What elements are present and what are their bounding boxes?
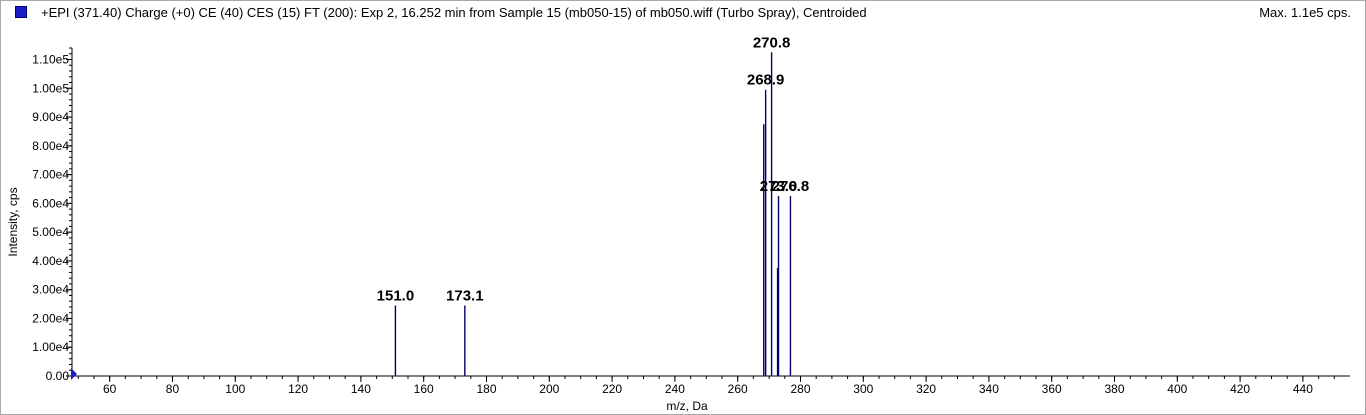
- x-tick-label: 100: [225, 382, 245, 396]
- y-axis-title: Intensity, cps: [6, 187, 20, 256]
- peak-label: 268.9: [747, 72, 785, 89]
- peak-label: 273.0: [760, 178, 798, 195]
- y-tick-label: 8.00e4: [32, 139, 69, 153]
- y-tick-label: 9.00e4: [32, 110, 69, 124]
- y-tick-label: 2.00e4: [32, 311, 69, 325]
- x-tick-label: 200: [539, 382, 559, 396]
- origin-marker-icon[interactable]: [71, 368, 77, 380]
- x-tick-label: 60: [103, 382, 117, 396]
- x-tick-label: 380: [1104, 382, 1124, 396]
- x-tick-label: 420: [1230, 382, 1250, 396]
- x-tick-label: 80: [166, 382, 180, 396]
- legend-swatch[interactable]: [15, 6, 27, 18]
- y-tick-label: 1.00e5: [32, 81, 69, 95]
- x-tick-label: 440: [1293, 382, 1313, 396]
- peak-label: 276.8: [772, 178, 810, 195]
- y-tick-label: 5.00e4: [32, 225, 69, 239]
- x-tick-label: 260: [728, 382, 748, 396]
- y-tick-label: 4.00e4: [32, 254, 69, 268]
- x-tick-label: 180: [476, 382, 496, 396]
- y-tick-label: 1.00e4: [32, 340, 69, 354]
- x-tick-label: 300: [853, 382, 873, 396]
- x-tick-label: 120: [288, 382, 308, 396]
- x-tick-label: 240: [665, 382, 685, 396]
- x-axis-title: m/z, Da: [666, 399, 708, 413]
- x-tick-label: 320: [916, 382, 936, 396]
- x-tick-label: 220: [602, 382, 622, 396]
- peak-label: 270.8: [753, 34, 791, 51]
- y-tick-label: 3.00e4: [32, 283, 69, 297]
- peak-label: 173.1: [446, 288, 484, 305]
- x-tick-label: 400: [1167, 382, 1187, 396]
- spectrum-title: +EPI (371.40) Charge (+0) CE (40) CES (1…: [41, 5, 867, 20]
- peak-label: 151.0: [377, 288, 415, 305]
- axes-layer: 60 80 100 120 140 160 180 200 220 240 260 280 300 320…: [32, 47, 1350, 396]
- x-tick-label: 140: [351, 382, 371, 396]
- spectrum-header: +EPI (371.40) Charge (+0) CE (40) CES (1…: [1, 1, 1365, 25]
- peaks-layer: [394, 52, 792, 376]
- x-tick-label: 340: [979, 382, 999, 396]
- max-intensity-label: Max. 1.1e5 cps.: [1259, 5, 1351, 20]
- y-tick-label: 6.00e4: [32, 196, 69, 210]
- x-tick-label: 160: [414, 382, 434, 396]
- y-tick-label: 0.00: [46, 369, 70, 383]
- x-tick-label: 280: [790, 382, 810, 396]
- y-tick-label: 7.00e4: [32, 168, 69, 182]
- y-tick-label: 1.10e5: [32, 53, 69, 67]
- x-tick-label: 360: [1042, 382, 1062, 396]
